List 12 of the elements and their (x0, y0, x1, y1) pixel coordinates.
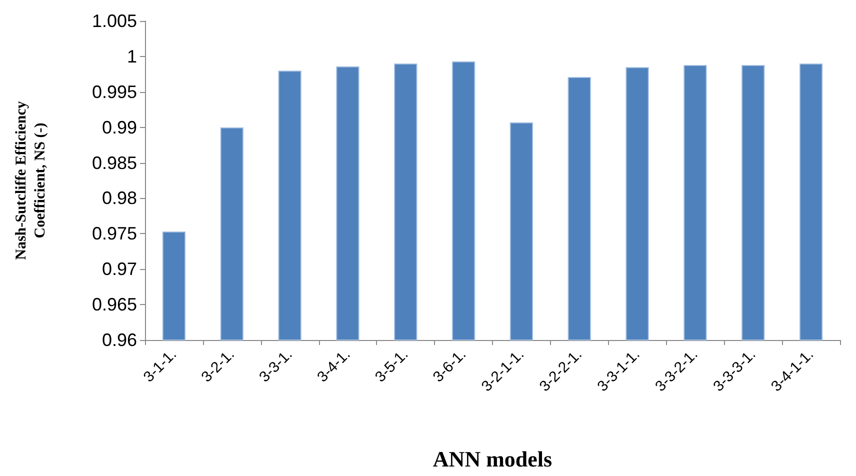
y-tick-label: 0.96 (102, 330, 137, 350)
y-axis-title: Nash-Sutcliffe Efficiency Coefficient, NS (-) (14, 100, 48, 260)
x-axis-title: ANN models (432, 446, 553, 472)
y-tick-label: 0.965 (92, 294, 137, 315)
y-tick-label: 0.98 (102, 188, 137, 208)
y-tick-label: 0.97 (102, 259, 137, 280)
y-tick-label: 0.985 (92, 152, 137, 173)
y-tick-label: 1 (126, 46, 137, 66)
y-tick-label: 0.975 (92, 224, 137, 244)
y-tick-label: 1.005 (92, 11, 137, 31)
y-tick-label: 0.99 (102, 117, 137, 138)
y-tick-label: 0.995 (92, 82, 137, 102)
